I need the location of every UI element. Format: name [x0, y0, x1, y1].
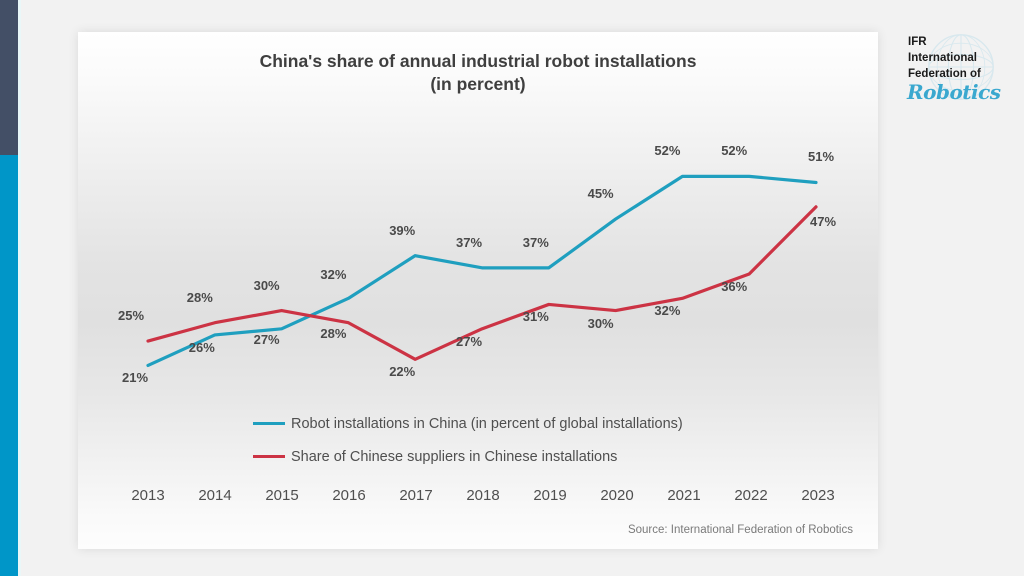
chart-title: China's share of annual industrial robot…	[259, 51, 697, 95]
x-tick-2013: 2013	[131, 487, 165, 504]
data-label-2021-s0: 52%	[654, 143, 681, 159]
x-tick-2023: 2023	[801, 487, 835, 504]
data-label-2020-s1: 30%	[587, 315, 614, 331]
data-label-2017-s1: 22%	[389, 364, 416, 380]
data-label-2018-s0: 37%	[456, 234, 483, 250]
legend-swatch-icon-teal	[253, 422, 285, 425]
data-label-2022-s0: 52%	[721, 143, 748, 159]
legend-label-chinese-suppliers-share: Share of Chinese suppliers in Chinese in…	[291, 448, 618, 465]
chart-legend: Robot installations in China (in percent…	[253, 407, 813, 473]
ifr-logo: IFR International Federation of Robotics	[898, 30, 1016, 108]
logo-text: IFR International Federation of	[908, 36, 981, 80]
data-label-2022-s1: 36%	[721, 278, 748, 294]
data-label-2023-s0: 51%	[808, 149, 835, 165]
series-line-chinese-suppliers-share	[146, 205, 818, 361]
x-tick-2019: 2019	[533, 487, 567, 504]
line-chart-plot	[146, 174, 818, 368]
data-label-2019-s1: 31%	[522, 309, 549, 325]
globe-icon	[928, 34, 994, 100]
data-label-2018-s1: 27%	[456, 333, 483, 349]
x-tick-2020: 2020	[600, 487, 634, 504]
x-tick-2022: 2022	[734, 487, 768, 504]
logo-script-word: Robotics	[907, 80, 1001, 104]
data-label-2017-s0: 39%	[389, 222, 416, 238]
x-tick-2017: 2017	[399, 487, 433, 504]
source-note: Source: International Federation of Robo…	[627, 524, 853, 536]
data-label-2014-s0: 26%	[188, 339, 215, 355]
data-label-2015-s0: 27%	[253, 331, 280, 347]
series-line-robot-installations-china	[146, 174, 818, 368]
legend-item-robot-installations-china: Robot installations in China (in percent…	[253, 407, 813, 440]
accent-bar-bottom	[0, 155, 18, 576]
data-label-2016-s1: 28%	[320, 325, 347, 341]
legend-swatch-icon-red	[253, 455, 285, 458]
data-label-2013-s0: 21%	[122, 370, 149, 386]
data-label-2021-s1: 32%	[654, 303, 681, 319]
x-tick-2015: 2015	[265, 487, 299, 504]
x-tick-2021: 2021	[667, 487, 701, 504]
legend-item-chinese-suppliers-share: Share of Chinese suppliers in Chinese in…	[253, 440, 813, 473]
data-label-2013-s1: 25%	[118, 308, 145, 324]
x-tick-2018: 2018	[466, 487, 500, 504]
data-label-2015-s1: 30%	[253, 277, 280, 293]
accent-bar-edge	[18, 0, 21, 576]
accent-bar-top	[0, 0, 18, 155]
x-tick-2016: 2016	[332, 487, 366, 504]
data-label-2019-s0: 37%	[522, 234, 549, 250]
data-label-2023-s1: 47%	[810, 213, 837, 229]
data-label-2014-s1: 28%	[186, 289, 213, 305]
chart-panel: China's share of annual industrial robot…	[78, 32, 878, 549]
x-tick-2014: 2014	[198, 487, 232, 504]
legend-label-robot-installations-china: Robot installations in China (in percent…	[291, 415, 683, 432]
data-label-2016-s0: 32%	[320, 267, 347, 283]
x-axis-tick-labels: 2013 2014 2015 2016 2017 2018 2019 2020 2021 2022…	[118, 487, 848, 504]
data-label-2020-s0: 45%	[587, 186, 614, 202]
